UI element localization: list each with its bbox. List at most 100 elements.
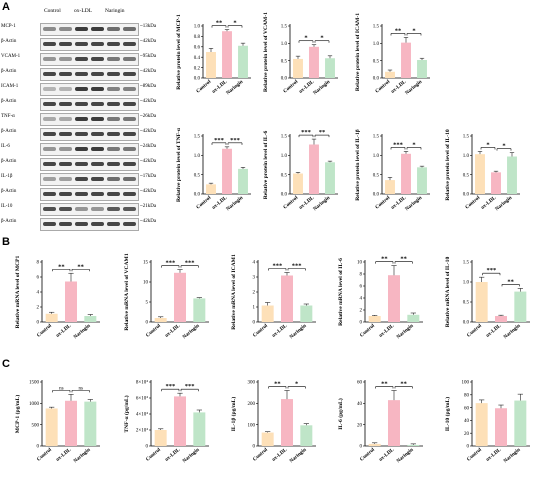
blot-band [123, 207, 137, 211]
bar [385, 180, 395, 194]
y-tick-label: 4 [360, 297, 363, 302]
blot-row: β-Actin ~42kDa [0, 217, 175, 231]
blot-lane-header-control: Control [44, 8, 61, 14]
y-tick-label: 0.0 [373, 193, 380, 198]
blot-band [42, 72, 56, 76]
blot-band [107, 72, 121, 76]
y-tick-label: 1.5 [373, 135, 380, 140]
y-axis-title: IL-1β (pg/mL) [230, 397, 237, 432]
blot-band [58, 207, 72, 211]
blot-band [58, 177, 72, 181]
bar [206, 184, 216, 194]
y-tick-label: 1.0 [194, 25, 201, 30]
y-tick-label: 0.8 [194, 35, 201, 40]
blot-kda-label: ~42kDa [140, 189, 157, 194]
bar [293, 173, 303, 194]
blot-band [91, 162, 105, 166]
bar [45, 408, 58, 446]
y-tick-label: 40 [464, 419, 470, 424]
y-tick-label: 0.0 [373, 77, 380, 82]
blot-band [107, 87, 121, 91]
y-tick-label: 2 [37, 306, 40, 311]
blot-band [107, 27, 121, 31]
x-tick-label: Naringin [312, 79, 331, 96]
y-tick-label: 0.6 [194, 46, 201, 51]
y-tick-label: 10 [357, 261, 363, 266]
blot-kda-label: ~24kDa [140, 144, 157, 149]
y-tick-label: 6×10⁴ [136, 396, 148, 402]
blot-strip [40, 23, 139, 36]
bar [325, 162, 335, 194]
significance-label: *** [214, 137, 224, 144]
y-tick-label: 8 [37, 261, 40, 266]
blot-band [42, 132, 56, 136]
y-tick-label: 8×10⁴ [136, 380, 148, 386]
blot-band [123, 87, 137, 91]
y-tick-label: 4 [253, 261, 256, 266]
blot-band [42, 222, 56, 226]
y-tick-label: 40 [357, 402, 363, 407]
blot-row: VCAM-1 ~95kDa [0, 52, 175, 66]
x-tick-label: ox-LDL [378, 323, 396, 339]
y-tick-label: 0.5 [281, 173, 288, 178]
blot-band [107, 42, 121, 46]
blot-kda-label: ~89kDa [140, 84, 157, 89]
blot-band [42, 42, 56, 46]
blot-row: β-Actin ~42kDa [0, 37, 175, 51]
blot-kda-label: ~42kDa [140, 69, 157, 74]
y-axis-title: IL-10 (pg/mL) [444, 397, 451, 431]
blot-row: MCP-1 ~13kDa [0, 22, 175, 36]
y-tick-label: 1.0 [373, 42, 380, 47]
blot-strip [40, 173, 139, 186]
blot-row: IL-1β ~17kDa [0, 172, 175, 186]
bar [84, 401, 97, 446]
blot-strip [40, 143, 139, 156]
y-tick-label: 1.5 [281, 25, 288, 30]
y-axis-title: Relative protein level of VCAM-1 [263, 12, 269, 92]
blot-band [107, 177, 121, 181]
bar [154, 430, 167, 446]
y-tick-label: 4 [37, 291, 40, 296]
blot-strip [40, 83, 139, 96]
y-axis-title: Relative protein level of IL-10 [445, 129, 451, 201]
significance-label: *** [165, 383, 175, 390]
blot-band [58, 162, 72, 166]
blot-band [91, 207, 105, 211]
blot-band [58, 222, 72, 226]
y-tick-label: 1000 [29, 402, 40, 407]
y-tick-label: 0 [253, 445, 256, 450]
blot-protein-label: MCP-1 [1, 24, 16, 29]
y-tick-label: 15 [143, 261, 149, 266]
blot-row: β-Actin ~42kDa [0, 67, 175, 81]
x-tick-label: ox-LDL [271, 447, 289, 463]
y-tick-label: 1 [253, 306, 256, 311]
y-tick-label: 1.5 [281, 135, 288, 140]
y-tick-label: 8 [360, 273, 363, 278]
y-tick-label: 0.5 [281, 59, 288, 64]
x-tick-label: ox-LDL [378, 447, 396, 463]
bar [281, 399, 293, 446]
blot-band [107, 117, 121, 121]
blot-band [42, 57, 56, 61]
blot-band [91, 177, 105, 181]
y-tick-label: 0.5 [373, 173, 380, 178]
blot-band [58, 132, 72, 136]
blot-band [74, 87, 88, 91]
bar [368, 443, 381, 446]
blot-band [58, 57, 72, 61]
y-tick-label: 0.4 [194, 56, 201, 61]
blot-band [91, 117, 105, 121]
y-tick-label: 1.0 [281, 154, 288, 159]
blot-protein-label: IL-10 [1, 204, 13, 209]
blot-band [74, 147, 88, 151]
bar-chart: Relative protein level of MCP-1 0.0 0.2 0.4… [176, 14, 251, 96]
x-tick-label: Naringin [396, 447, 415, 464]
blot-kda-label: ~17kDa [140, 174, 157, 179]
blot-band [107, 192, 121, 196]
bar [417, 59, 427, 78]
bar [475, 282, 488, 322]
x-tick-label: ox-LDL [55, 323, 73, 339]
bar [475, 403, 488, 446]
blot-band [107, 57, 121, 61]
